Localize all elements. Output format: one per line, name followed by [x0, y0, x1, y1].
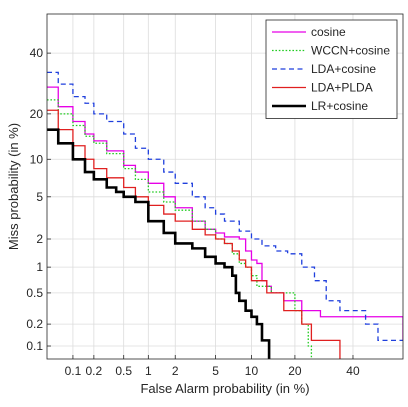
legend-label: WCCN+cosine: [311, 44, 390, 58]
series-line-lr-cosine: [47, 128, 271, 359]
y-tick-label: 1: [36, 260, 43, 274]
legend-label: LDA+cosine: [311, 62, 376, 76]
y-tick-label: 0.2: [26, 317, 43, 331]
y-tick-label: 20: [30, 107, 44, 121]
x-tick-label: 2: [172, 364, 179, 378]
y-tick-label: 5: [36, 190, 43, 204]
tick-labels: 0.1 0.2 0.5 1 2 5 10 20 40 0.1 0.2 0.5 1 2 5 10 20 40: [26, 46, 360, 378]
x-tick-label: 5: [212, 364, 219, 378]
y-tick-label: 0.1: [26, 339, 43, 353]
legend: cosine WCCN+cosine LDA+cosine LDA+PLDA LR+co…: [265, 19, 398, 119]
y-tick-label: 2: [36, 232, 43, 246]
y-tick-label: 40: [30, 46, 44, 60]
series-line-lda-cosine: [47, 71, 403, 342]
x-tick-label: 0.5: [115, 364, 132, 378]
series-line-lda-plda: [47, 109, 341, 359]
legend-label: LR+cosine: [311, 99, 368, 113]
y-tick-label: 0.5: [26, 286, 43, 300]
series-lines: [47, 71, 403, 359]
y-axis-label: Miss probability (in %): [6, 123, 21, 250]
y-tick-label: 10: [30, 152, 44, 166]
x-tick-label: 0.1: [65, 364, 82, 378]
x-tick-label: 1: [145, 364, 152, 378]
legend-label: cosine: [311, 25, 346, 39]
x-tick-label: 10: [245, 364, 259, 378]
x-tick-label: 40: [346, 364, 360, 378]
x-tick-label: 20: [288, 364, 302, 378]
x-tick-label: 0.2: [86, 364, 103, 378]
x-axis-label: False Alarm probability (in %): [140, 381, 309, 396]
legend-label: LDA+PLDA: [311, 81, 373, 95]
legend-box: [265, 19, 398, 119]
plot-border: [46, 13, 404, 360]
